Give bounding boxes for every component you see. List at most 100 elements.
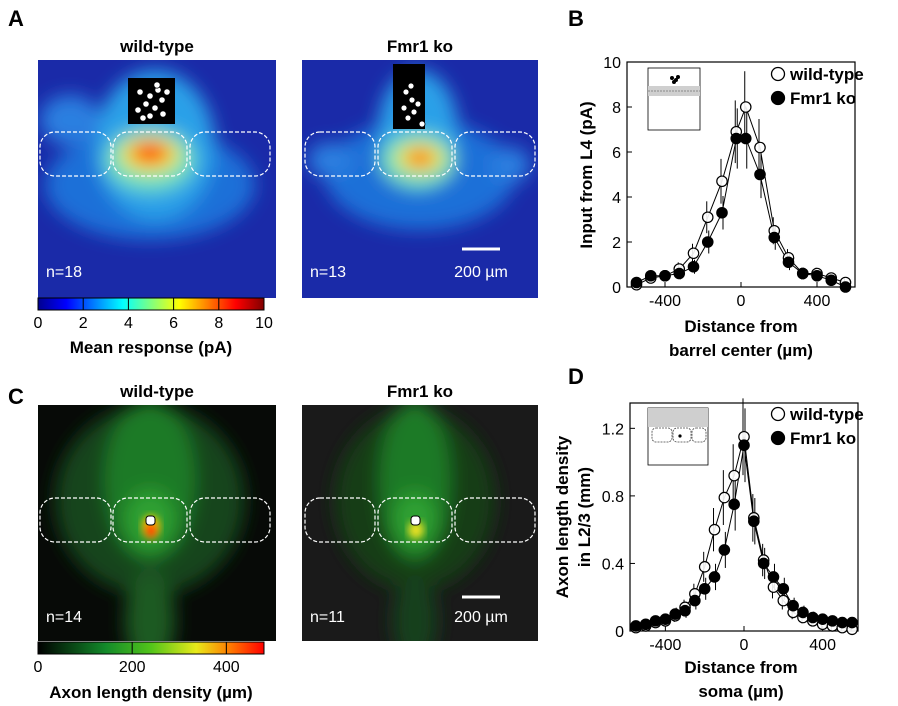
- data-point: [718, 544, 731, 556]
- n-label-a-ko: n=13: [310, 264, 346, 281]
- data-point: [826, 615, 839, 627]
- n-label-c-wt: n=14: [46, 609, 82, 626]
- data-point: [673, 267, 686, 280]
- panel-letter-b: B: [568, 6, 584, 31]
- colorbar-label-c: Axon length density (µm): [49, 683, 252, 702]
- data-point: [754, 168, 766, 181]
- legend-entry: Fmr1 ko: [790, 429, 856, 448]
- legend-marker: [770, 66, 786, 82]
- colorbar-tick-label: 200: [119, 659, 146, 676]
- y-tick-label: 0: [615, 624, 624, 641]
- data-point: [649, 615, 662, 627]
- data-point: [777, 582, 790, 595]
- data-point: [708, 571, 721, 583]
- data-point: [787, 599, 799, 612]
- data-point: [739, 101, 752, 113]
- data-point: [767, 581, 780, 593]
- y-tick-label: 6: [612, 145, 621, 162]
- data-point: [687, 260, 700, 273]
- data-point: [716, 175, 728, 188]
- y-tick-label: 8: [612, 100, 621, 117]
- data-point: [846, 616, 858, 629]
- data-point: [768, 231, 781, 244]
- data-point: [630, 620, 642, 632]
- legend-marker: [770, 90, 786, 106]
- x-tick-label: 0: [740, 637, 749, 654]
- data-point: [689, 594, 701, 607]
- x-tick-label: 400: [804, 293, 831, 310]
- colorbar-tick-label: 6: [169, 315, 178, 332]
- heatmap-title-a-ko: Fmr1 ko: [387, 37, 453, 56]
- series-line: [636, 105, 846, 286]
- legend-marker: [770, 430, 786, 446]
- heatmap-c-wt: n=14: [38, 405, 276, 641]
- colorbar-tick-label: 400: [213, 659, 240, 676]
- colorbar-tick-label: 8: [214, 315, 223, 332]
- colorbar-label-a: Mean response (pA): [70, 338, 232, 357]
- data-point: [757, 557, 770, 570]
- y-tick-label: 0.8: [602, 489, 624, 506]
- inset-b: [647, 67, 701, 131]
- panel-letter-c: C: [8, 384, 24, 409]
- y-axis-label-d-line2: in L2/3 (mm): [575, 467, 594, 567]
- chart-b: -400 0 400 0 2 4 6 8 10 wild-type Fmr1 ko Input f…: [577, 55, 864, 360]
- heatmap-title-a-wt: wild-type: [119, 37, 194, 56]
- data-point: [767, 571, 780, 583]
- data-point: [825, 274, 838, 287]
- data-point: [836, 616, 849, 629]
- data-point: [806, 611, 819, 624]
- data-point: [797, 606, 809, 619]
- series-line: [636, 138, 846, 288]
- data-point: [728, 469, 740, 482]
- y-tick-label: 0.4: [602, 556, 624, 573]
- colorbar-tick-label: 10: [255, 315, 273, 332]
- colorbar-tick-label: 0: [34, 659, 43, 676]
- series-line: [635, 445, 853, 627]
- data-point: [782, 256, 795, 269]
- n-label-a-wt: n=18: [46, 264, 82, 281]
- data-point: [659, 269, 671, 282]
- x-tick-label: -400: [649, 637, 681, 654]
- data-point: [698, 582, 711, 595]
- scale-bar-label-c: 200 µm: [454, 609, 508, 626]
- x-tick-label: 400: [809, 637, 836, 654]
- data-point: [679, 604, 691, 617]
- data-point: [639, 618, 652, 631]
- data-point: [816, 613, 829, 625]
- data-point: [718, 491, 731, 504]
- x-axis-label-d-line1: Distance from: [684, 658, 797, 677]
- data-point: [687, 247, 700, 260]
- colorbar-c: 0 200 400 Axon length density (µm): [34, 641, 265, 702]
- heatmap-title-c-wt: wild-type: [119, 382, 194, 401]
- data-point: [796, 267, 809, 280]
- data-point: [738, 439, 750, 452]
- inset-d: [647, 407, 709, 466]
- chart-d: -400 0 400 0 0.4 0.8 1.2 wild-type Fmr1 ko Axon…: [553, 398, 864, 701]
- data-point: [811, 269, 823, 282]
- data-point: [698, 561, 711, 573]
- data-point: [777, 594, 790, 607]
- colorbar-tick-label: 2: [79, 315, 88, 332]
- data-point: [754, 141, 766, 154]
- data-point: [701, 211, 714, 224]
- x-tick-label: -400: [649, 293, 681, 310]
- y-tick-label: 10: [603, 55, 621, 72]
- heatmap-a-wt: n=18: [38, 60, 276, 298]
- legend-entry: wild-type: [789, 65, 864, 84]
- data-point: [644, 269, 657, 282]
- data-point: [659, 613, 672, 625]
- x-tick-label: 0: [737, 293, 746, 310]
- data-point: [708, 523, 721, 536]
- y-axis-label-b: Input from L4 (pA): [577, 101, 596, 248]
- x-axis-label-b-line1: Distance from: [684, 317, 797, 336]
- data-point: [630, 276, 643, 289]
- y-axis-label-d-line1: Axon length density: [553, 435, 572, 598]
- scale-bar-label-a: 200 µm: [454, 264, 508, 281]
- colorbar-a: 0 2 4 6 8 10 Mean response (pA): [34, 297, 273, 357]
- colorbar-tick-label: 4: [124, 315, 133, 332]
- n-label-c-ko: n=11: [310, 609, 345, 626]
- data-point: [701, 236, 714, 248]
- heatmap-c-ko: n=11 200 µm: [302, 405, 538, 641]
- panel-letter-d: D: [568, 364, 584, 389]
